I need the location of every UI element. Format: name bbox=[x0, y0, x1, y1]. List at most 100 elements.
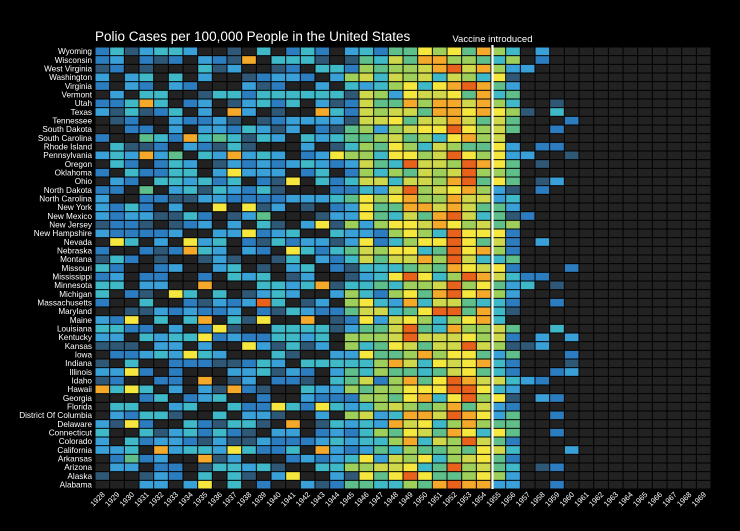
heatmap-cell bbox=[520, 420, 535, 428]
heatmap-cell bbox=[212, 151, 227, 160]
heatmap-cell bbox=[550, 194, 564, 203]
heatmap-cell bbox=[652, 324, 667, 333]
state-label: Oklahoma bbox=[55, 168, 93, 177]
heatmap-cell bbox=[154, 99, 168, 108]
heatmap-cell bbox=[227, 376, 242, 385]
heatmap-cell bbox=[432, 281, 447, 290]
heatmap-cell bbox=[330, 82, 344, 90]
heatmap-cell bbox=[623, 212, 638, 220]
heatmap-cell bbox=[359, 428, 374, 437]
heatmap-cell bbox=[374, 463, 388, 472]
heatmap-cell bbox=[550, 420, 564, 428]
heatmap-cell bbox=[374, 125, 388, 134]
heatmap-cell bbox=[359, 307, 374, 316]
heatmap-cell bbox=[608, 177, 623, 186]
heatmap-cell bbox=[227, 82, 242, 90]
heatmap-cell bbox=[638, 177, 652, 186]
heatmap-cell bbox=[520, 168, 535, 177]
heatmap-cell bbox=[491, 212, 506, 220]
heatmap-cell bbox=[667, 90, 682, 99]
heatmap-cell bbox=[520, 437, 535, 446]
heatmap-cell bbox=[579, 177, 594, 186]
heatmap-cell bbox=[506, 99, 520, 108]
heatmap-cell bbox=[212, 212, 227, 220]
heatmap-cell bbox=[491, 151, 506, 160]
heatmap-cell bbox=[506, 281, 520, 290]
state-label: Kentucky bbox=[58, 333, 93, 342]
state-label: North Dakota bbox=[44, 186, 93, 195]
heatmap-cell bbox=[95, 472, 110, 480]
heatmap-cell bbox=[579, 116, 594, 125]
heatmap-cell bbox=[154, 168, 168, 177]
heatmap-cell bbox=[535, 446, 550, 454]
state-label: Kansas bbox=[65, 342, 92, 351]
heatmap-cell bbox=[256, 385, 271, 394]
heatmap-cell bbox=[242, 454, 256, 463]
heatmap-cell bbox=[506, 480, 520, 489]
heatmap-cell bbox=[227, 290, 242, 298]
heatmap-cell bbox=[227, 194, 242, 203]
heatmap-cell bbox=[124, 116, 139, 125]
heatmap-cell bbox=[564, 290, 579, 298]
heatmap-cell bbox=[242, 168, 256, 177]
heatmap-cell bbox=[271, 359, 286, 368]
heatmap-cell bbox=[271, 108, 286, 116]
heatmap-cell bbox=[286, 411, 300, 420]
heatmap-cell bbox=[139, 186, 154, 194]
heatmap-cell bbox=[212, 246, 227, 255]
heatmap-cell bbox=[608, 411, 623, 420]
heatmap-cell bbox=[403, 402, 418, 411]
heatmap-cell bbox=[344, 446, 359, 454]
heatmap-cell bbox=[594, 472, 608, 480]
heatmap-cell bbox=[256, 151, 271, 160]
heatmap-cell bbox=[403, 350, 418, 359]
heatmap-cell bbox=[623, 316, 638, 324]
heatmap-cell bbox=[359, 350, 374, 359]
heatmap-cell bbox=[608, 264, 623, 272]
heatmap-cell bbox=[476, 82, 491, 90]
heatmap-cell bbox=[696, 108, 711, 116]
heatmap-cell bbox=[608, 428, 623, 437]
heatmap-cell bbox=[638, 472, 652, 480]
heatmap-cell bbox=[95, 99, 110, 108]
heatmap-cell bbox=[550, 246, 564, 255]
heatmap-cell bbox=[564, 333, 579, 342]
heatmap-cell bbox=[286, 376, 300, 385]
heatmap-cell bbox=[359, 359, 374, 368]
heatmap-cell bbox=[374, 116, 388, 125]
heatmap-cell bbox=[168, 298, 183, 307]
heatmap-cell bbox=[623, 255, 638, 264]
heatmap-cell bbox=[388, 290, 403, 298]
heatmap-cell bbox=[344, 333, 359, 342]
heatmap-cell bbox=[403, 368, 418, 376]
heatmap-cell bbox=[271, 385, 286, 394]
heatmap-cell bbox=[315, 333, 330, 342]
heatmap-cell bbox=[520, 376, 535, 385]
heatmap-cell bbox=[374, 246, 388, 255]
heatmap-cell bbox=[374, 454, 388, 463]
heatmap-cell bbox=[110, 385, 124, 394]
heatmap-cell bbox=[564, 246, 579, 255]
heatmap-cell bbox=[110, 420, 124, 428]
heatmap-cell bbox=[110, 437, 124, 446]
heatmap-cell bbox=[271, 64, 286, 73]
heatmap-cell bbox=[476, 47, 491, 56]
heatmap-cell bbox=[608, 238, 623, 246]
heatmap-cell bbox=[535, 168, 550, 177]
heatmap-cell bbox=[535, 290, 550, 298]
heatmap-cell bbox=[447, 281, 462, 290]
heatmap-cell bbox=[652, 480, 667, 489]
heatmap-cell bbox=[212, 368, 227, 376]
heatmap-cell bbox=[476, 177, 491, 186]
heatmap-cell bbox=[154, 359, 168, 368]
heatmap-cell bbox=[95, 108, 110, 116]
heatmap-cell bbox=[198, 264, 212, 272]
heatmap-cell bbox=[256, 177, 271, 186]
heatmap-cell bbox=[476, 368, 491, 376]
heatmap-cell bbox=[682, 472, 696, 480]
heatmap-cell bbox=[418, 56, 432, 64]
heatmap-cell bbox=[447, 73, 462, 82]
heatmap-cell bbox=[506, 108, 520, 116]
heatmap-cell bbox=[110, 246, 124, 255]
